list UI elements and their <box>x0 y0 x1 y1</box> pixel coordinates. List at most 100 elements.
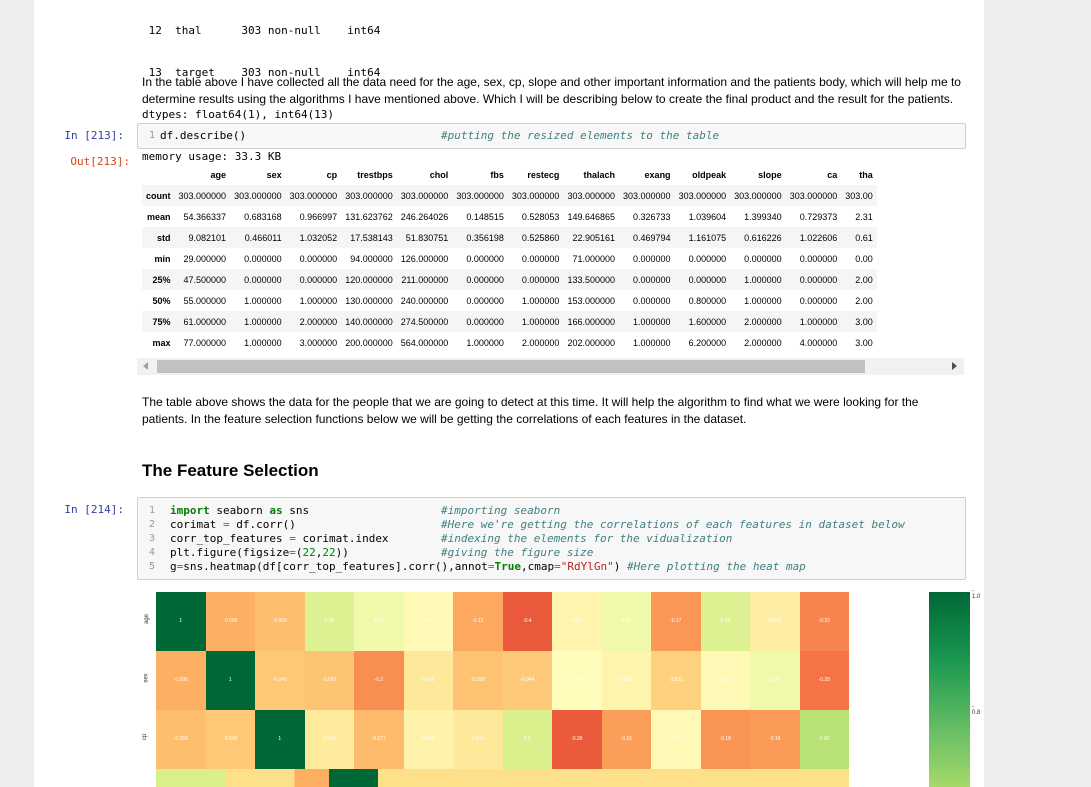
table-cell: 0.000000 <box>799 253 838 264</box>
table-row: min 29.000000 0.000000 0.000000 94.000000 126… <box>142 248 877 269</box>
heatmap-cell: 0.12 <box>700 651 750 710</box>
heatmap-cell: -0.16 <box>750 710 800 769</box>
table-cell: 0.000000 <box>633 253 671 264</box>
table-cell: 1.000000 <box>244 316 282 327</box>
table-cell: 0.466011 <box>244 232 282 243</box>
info-line: dtypes: float64(1), int64(13) <box>142 108 335 121</box>
column-header: oldpeak <box>692 169 727 180</box>
row-label: count <box>146 190 171 201</box>
row-label: 25% <box>152 274 171 285</box>
table-row: count 303.000000 303.000000 303.000000 303.0… <box>142 185 877 206</box>
heatmap-cell: -0.098 <box>205 592 255 651</box>
table-cell: 61.000000 <box>183 316 227 327</box>
table-row: 75% 61.000000 1.000000 2.000000 140.000000 27… <box>142 311 877 332</box>
heatmap-cell: -0.044 <box>502 651 552 710</box>
describe-table-container[interactable]: age sex cp trestbps chol fbs restecg thalach exa… <box>142 164 964 354</box>
heatmap-cell: 0.3 <box>502 710 552 769</box>
table-cell: 303.000000 <box>511 190 560 201</box>
table-cell: 0.966997 <box>299 211 338 222</box>
code-line-4: plt.figure(figsize=(22,22)) <box>170 546 349 559</box>
table-cell: 54.366337 <box>183 211 227 222</box>
heatmap-cell: 1 <box>255 710 305 769</box>
colorbar-tick: - 0.8 <box>972 704 981 716</box>
table-cell: 0.000000 <box>521 253 560 264</box>
table-cell: 246.264026 <box>400 211 449 222</box>
heatmap-cell: -0.049 <box>205 710 255 769</box>
colorbar-tick: - 1.0 <box>972 588 981 600</box>
column-header: fbs <box>490 169 504 180</box>
table-cell: 0.000000 <box>466 295 504 306</box>
table-cell: 2.000000 <box>744 337 782 348</box>
column-header: ca <box>827 169 838 180</box>
scroll-left-arrow-icon[interactable] <box>143 362 148 370</box>
column-header: thalach <box>583 169 615 180</box>
code-cell-213[interactable]: 1 df.describe() #putting the resized ele… <box>137 123 966 149</box>
heatmap-cell: -0.098 <box>156 651 206 710</box>
markdown-paragraph-2: The table above shows the data for the p… <box>142 395 919 426</box>
column-header: exang <box>644 169 671 180</box>
table-cell: 303.000000 <box>734 190 782 201</box>
table-cell: 0.000000 <box>244 274 282 285</box>
row-label: std <box>157 232 171 243</box>
table-cell: 17.538143 <box>350 232 393 243</box>
scroll-right-arrow-icon[interactable] <box>952 362 957 370</box>
heatmap-cell: -0.39 <box>552 710 602 769</box>
table-header-row: age sex cp trestbps chol fbs restecg thalach exa… <box>142 164 877 185</box>
table-row: mean 54.366337 0.683168 0.966997 131.623762 2… <box>142 206 877 227</box>
table-cell: 0.000000 <box>521 274 560 285</box>
heatmap-cell: -0.15 <box>601 710 651 769</box>
code-line-3: corr_top_features = corimat.index <box>170 532 389 545</box>
heatmap-row-label: cp <box>142 733 149 740</box>
table-row: std 9.082101 0.466011 1.032052 17.538143 51.8… <box>142 227 877 248</box>
table-cell: 1.161075 <box>688 232 727 243</box>
table-horizontal-scrollbar[interactable] <box>137 358 964 375</box>
table-cell: 0.356198 <box>466 232 504 243</box>
info-line: 13 target 303 non-null int64 <box>142 66 381 79</box>
heatmap-cell: -0.17 <box>651 592 701 651</box>
heatmap-partial-row <box>156 769 849 787</box>
code-line-2: corimat = df.corr() <box>170 518 296 531</box>
heatmap-cell: 0.097 <box>552 592 602 651</box>
heatmap-cell: 0.048 <box>304 710 354 769</box>
table-cell: 1.000000 <box>244 337 282 348</box>
table-cell: 0.61 <box>855 232 873 243</box>
heatmap-cell: -0.031 <box>651 651 701 710</box>
line-number: 1 <box>148 505 155 516</box>
heatmap-cell: -0.4 <box>502 592 552 651</box>
table-cell: 0.000000 <box>688 274 727 285</box>
table-cell: 0.000000 <box>633 295 671 306</box>
table-cell: 1.399340 <box>744 211 782 222</box>
table-cell: 0.000000 <box>299 274 338 285</box>
heatmap-cell: 0.068 <box>750 592 800 651</box>
out-prompt-213: Out[213]: <box>70 155 130 168</box>
table-cell: 303.000000 <box>789 190 838 201</box>
scrollbar-thumb[interactable] <box>157 360 865 373</box>
line-number: 2 <box>148 519 155 530</box>
table-cell: 1.000000 <box>799 316 838 327</box>
table-cell: 1.000000 <box>744 274 782 285</box>
table-cell: 77.000000 <box>183 337 227 348</box>
table-cell: 1.000000 <box>466 337 504 348</box>
table-cell: 303.00 <box>845 190 873 201</box>
table-cell: 153.000000 <box>567 295 615 306</box>
table-cell: 1.000000 <box>744 295 782 306</box>
heatmap-cell: -0.2 <box>354 651 404 710</box>
table-row: max 77.000000 1.000000 3.000000 200.000000 56… <box>142 332 877 353</box>
heatmap-cell: 0.21 <box>354 592 404 651</box>
table-cell: 1.039604 <box>688 211 727 222</box>
code-line-1: import seaborn as sns <box>170 504 310 517</box>
table-cell: 9.082101 <box>188 232 227 243</box>
row-label: 50% <box>152 295 171 306</box>
table-row: 25% 47.500000 0.000000 0.000000 120.000000 21… <box>142 269 877 290</box>
table-cell: 126.000000 <box>400 253 449 264</box>
table-cell: 166.000000 <box>567 316 615 327</box>
table-cell: 303.000000 <box>678 190 727 201</box>
info-line: memory usage: 33.3 KB <box>142 150 282 163</box>
section-heading: The Feature Selection <box>142 461 319 480</box>
heatmap-colorbar <box>929 592 970 787</box>
info-line: 12 thal 303 non-null int64 <box>142 24 381 37</box>
table-cell: 2.000000 <box>299 316 338 327</box>
code-cell-214[interactable]: 1 2 3 4 5 import seaborn as sns corimat … <box>137 497 966 580</box>
table-cell: 0.000000 <box>299 253 338 264</box>
table-cell: 0.800000 <box>688 295 727 306</box>
